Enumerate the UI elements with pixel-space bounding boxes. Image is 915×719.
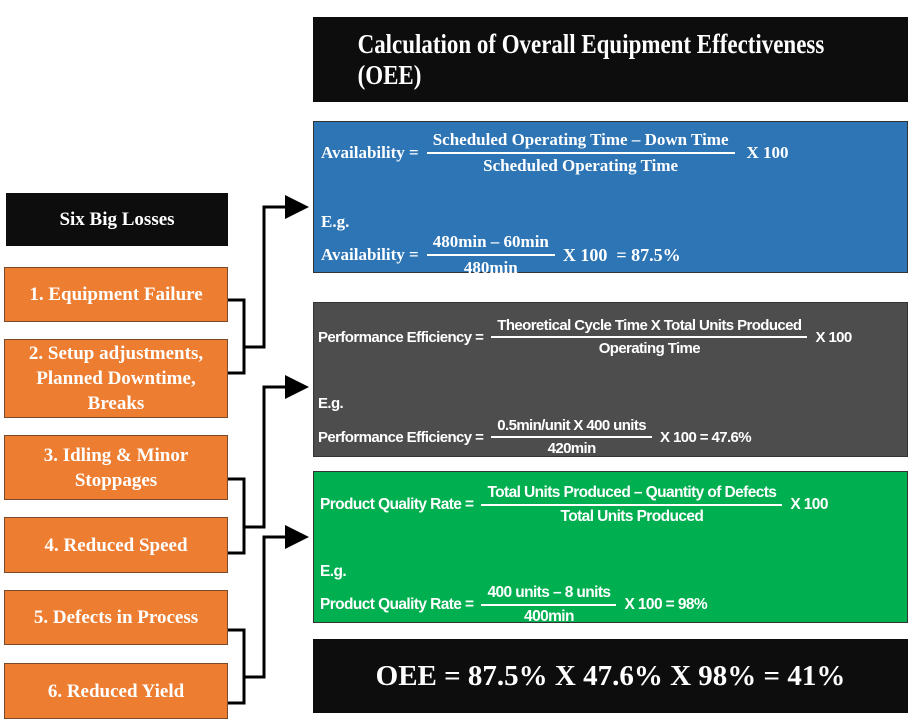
denominator: 400min bbox=[524, 608, 574, 625]
availability-panel: Availability = Scheduled Operating Time … bbox=[313, 121, 908, 277]
loss-item: 3. Idling & Minor Stoppages bbox=[4, 435, 228, 500]
oee-text: OEE = 87.5% X 47.6% X 98% = 41% bbox=[375, 659, 846, 692]
quality-panel: Product Quality Rate = Total Units Produ… bbox=[313, 471, 908, 626]
multiplier: X 100 bbox=[746, 143, 789, 162]
eg-label: E.g. bbox=[321, 212, 350, 231]
connector-quality bbox=[228, 537, 306, 705]
performance-label: Performance Efficiency = bbox=[318, 328, 484, 346]
loss-item: 4. Reduced Speed bbox=[4, 517, 228, 573]
performance-panel: Performance Efficiency = Theoretical Cyc… bbox=[313, 302, 908, 457]
loss-item: 1. Equipment Failure bbox=[4, 267, 228, 322]
performance-fraction: Theoretical Cycle Time X Total Units Pro… bbox=[491, 317, 808, 357]
denominator: Operating Time bbox=[598, 340, 701, 357]
eg-label: E.g. bbox=[320, 563, 347, 580]
loss-item: 2. Setup adjustments, Planned Downtime, … bbox=[4, 339, 228, 418]
availability-label: Availability = bbox=[321, 143, 419, 162]
example-label: Performance Efficiency = bbox=[318, 428, 484, 446]
page-title: Calculation of Overall Equipment Effecti… bbox=[313, 17, 908, 102]
numerator: 400 units – 8 units bbox=[481, 584, 617, 606]
denominator: 420min bbox=[547, 440, 597, 457]
example-label: Product Quality Rate = bbox=[320, 596, 474, 613]
eg-label: E.g. bbox=[318, 395, 344, 412]
example-result: X 100 = 98% bbox=[624, 596, 708, 613]
example-fraction: 480min – 60min 480min bbox=[426, 232, 555, 278]
availability-fraction: Scheduled Operating Time – Down Time Sche… bbox=[426, 130, 735, 176]
numerator: 0.5min/unit X 400 units bbox=[491, 417, 653, 438]
loss-item: 5. Defects in Process bbox=[4, 590, 228, 645]
example-result: X 100 = 87.5% bbox=[562, 244, 681, 265]
example-label: Availability = bbox=[321, 245, 419, 264]
example-fraction: 400 units – 8 units 400min bbox=[481, 584, 617, 626]
quality-label: Product Quality Rate = bbox=[320, 496, 474, 513]
heading-text: Six Big Losses bbox=[59, 208, 175, 230]
denominator: Total Units Produced bbox=[560, 508, 704, 525]
numerator: Theoretical Cycle Time X Total Units Pro… bbox=[491, 317, 808, 338]
loss-item: 6. Reduced Yield bbox=[4, 663, 228, 719]
example-result: X 100 = 47.6% bbox=[660, 428, 752, 446]
connector-availability bbox=[228, 207, 306, 375]
example-fraction: 0.5min/unit X 400 units 420min bbox=[491, 417, 653, 457]
title-text: Calculation of Overall Equipment Effecti… bbox=[357, 28, 825, 90]
six-big-losses-heading: Six Big Losses bbox=[6, 193, 228, 246]
connector-performance bbox=[228, 387, 306, 555]
numerator: 480min – 60min bbox=[426, 232, 555, 256]
multiplier: X 100 bbox=[815, 328, 852, 346]
oee-result: OEE = 87.5% X 47.6% X 98% = 41% bbox=[313, 639, 908, 713]
numerator: Total Units Produced – Quantity of Defec… bbox=[481, 484, 783, 506]
multiplier: X 100 bbox=[790, 496, 828, 513]
quality-fraction: Total Units Produced – Quantity of Defec… bbox=[481, 484, 783, 526]
denominator: Scheduled Operating Time bbox=[483, 156, 679, 175]
numerator: Scheduled Operating Time – Down Time bbox=[426, 130, 735, 154]
denominator: 480min bbox=[463, 258, 518, 277]
